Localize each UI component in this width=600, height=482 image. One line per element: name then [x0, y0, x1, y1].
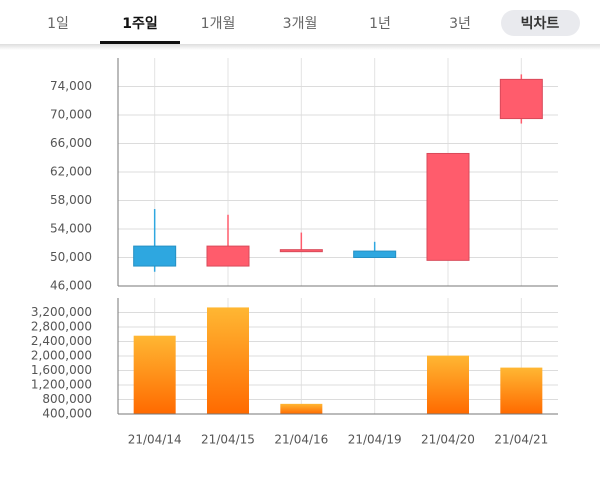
chart: 46,000 50,000 54,000 58,000 62,000 66,000 70,0… — [31, 58, 558, 447]
tab-label: 3개월 — [283, 16, 318, 32]
tab[interactable]: 1주일 — [100, 16, 180, 44]
y-tick-label: 400,000 — [42, 407, 92, 421]
y-tick-label: 1,600,000 — [31, 363, 92, 377]
volume-bar — [500, 367, 543, 414]
tab[interactable]: 3년 — [449, 16, 471, 32]
tab-label: 1개월 — [201, 16, 236, 32]
candle-body — [206, 245, 250, 267]
candle-body — [426, 152, 470, 261]
tab-shadow — [0, 44, 600, 50]
candle-body — [499, 78, 543, 120]
tab[interactable]: 1개월 — [201, 16, 236, 32]
x-tick-label: 21/04/19 — [348, 433, 402, 447]
y-tick-label: 54,000 — [50, 222, 92, 236]
y-tick-label: 66,000 — [50, 136, 92, 150]
x-tick-label: 21/04/20 — [421, 433, 475, 447]
tab-label: 1년 — [369, 16, 391, 32]
x-tick-label: 21/04/15 — [201, 433, 255, 447]
tab-pill — [501, 10, 580, 36]
x-tick-label: 21/04/14 — [128, 433, 182, 447]
y-tick-label: 1,200,000 — [31, 378, 92, 392]
y-tick-label: 70,000 — [50, 108, 92, 122]
y-tick-label: 3,200,000 — [31, 305, 92, 319]
candle-body — [279, 249, 323, 253]
y-tick-label: 46,000 — [50, 279, 92, 293]
candle-body — [353, 250, 397, 258]
x-tick-label: 21/04/21 — [494, 433, 548, 447]
volume-bar — [207, 307, 249, 414]
x-tick-label: 21/04/16 — [274, 433, 328, 447]
volume-bar — [280, 403, 323, 414]
y-tick-label: 2,800,000 — [31, 320, 92, 334]
tab-label: 1일 — [47, 16, 69, 32]
y-tick-label: 62,000 — [50, 165, 92, 179]
y-tick-label: 74,000 — [50, 79, 92, 93]
candle-body — [133, 245, 177, 267]
y-tick-label: 800,000 — [42, 392, 92, 406]
tab[interactable]: 1년 — [369, 16, 391, 32]
y-tick-label: 58,000 — [50, 193, 92, 207]
tab[interactable]: 3개월 — [283, 16, 318, 32]
tab[interactable]: 1일 — [47, 16, 69, 32]
tab-bar: 1일 1주일 1개월 3개월 1년 3년 빅차트 — [47, 10, 580, 44]
volume-bar — [133, 335, 176, 414]
tab-underline — [100, 41, 180, 44]
y-tick-label: 50,000 — [50, 250, 92, 264]
tab[interactable]: 빅차트 — [501, 10, 580, 36]
tab-label: 빅차트 — [521, 15, 560, 32]
y-tick-label: 2,400,000 — [31, 334, 92, 348]
volume-bar — [427, 355, 469, 414]
tab-label: 3년 — [449, 16, 471, 32]
tab-label: 1주일 — [122, 16, 158, 32]
y-tick-label: 2,000,000 — [31, 349, 92, 363]
